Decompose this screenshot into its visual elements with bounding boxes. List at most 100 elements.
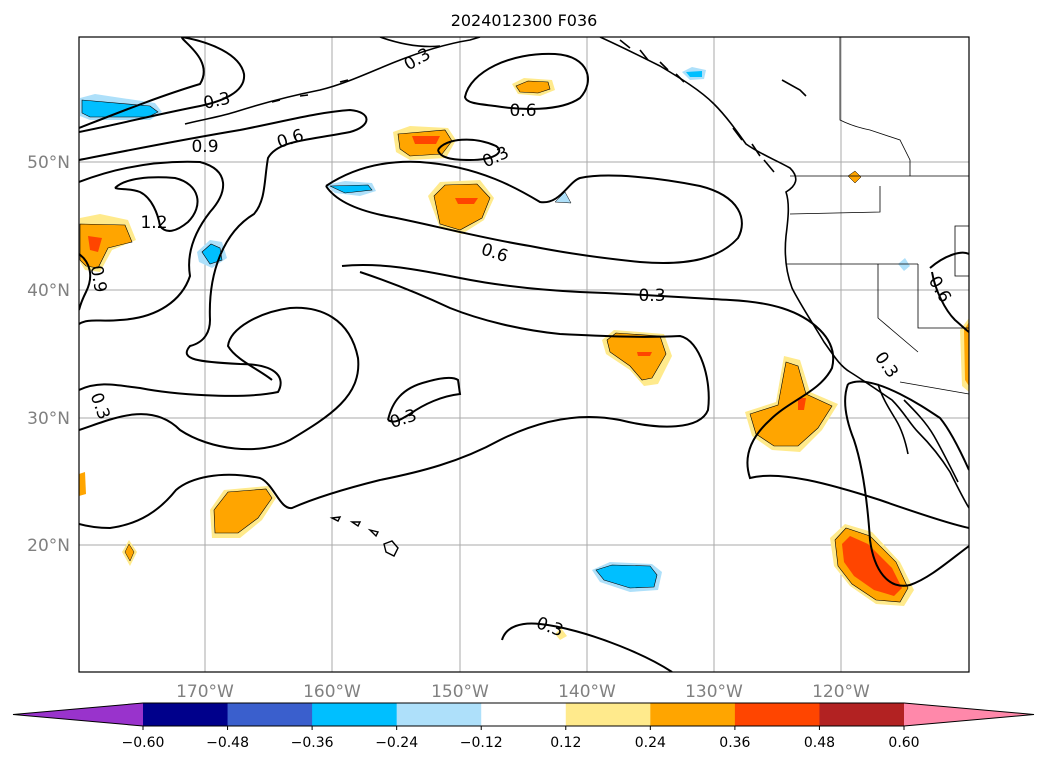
lon-label-140w: 140°W bbox=[558, 682, 616, 702]
lon-label-120w: 120°W bbox=[812, 682, 870, 702]
colorbar-segment bbox=[227, 703, 313, 726]
neg-anomaly-blob bbox=[595, 564, 658, 589]
contour-line bbox=[844, 383, 969, 587]
pos-anomaly-blob bbox=[433, 183, 491, 231]
figure-title: 2024012300 F036 bbox=[451, 11, 598, 30]
lat-label-20n: 20°N bbox=[27, 536, 70, 556]
contour-line bbox=[501, 622, 673, 672]
hawaii-islands bbox=[329, 516, 399, 557]
contour-line bbox=[463, 52, 589, 110]
pos-anomaly-blob bbox=[124, 543, 135, 562]
coastline-islands bbox=[781, 79, 807, 97]
colorbar-tick-label: −0.60 bbox=[122, 735, 165, 751]
colorbar-tick-label: −0.48 bbox=[206, 735, 249, 751]
border-bc bbox=[839, 37, 911, 176]
pos-anomaly-blob bbox=[79, 472, 86, 496]
lon-label-170w: 170°W bbox=[176, 682, 234, 702]
lat-label-50n: 50°N bbox=[27, 153, 70, 173]
contour-lines bbox=[79, 37, 969, 672]
colorbar-segment bbox=[396, 703, 482, 726]
island-maui bbox=[367, 528, 380, 538]
colorbar-tick-label: −0.36 bbox=[291, 735, 334, 751]
neg-anomaly-blob bbox=[686, 71, 702, 77]
pos-anomaly-blob bbox=[213, 488, 273, 534]
contour-label: 0.9 bbox=[191, 137, 218, 157]
pos-anomaly-blob bbox=[88, 236, 102, 252]
border-inland bbox=[954, 225, 969, 277]
contour-label: 0.6 bbox=[509, 101, 536, 121]
border-or-wa bbox=[789, 186, 881, 215]
contour-line bbox=[79, 108, 368, 397]
contour-line bbox=[79, 271, 710, 530]
coastline-north-america bbox=[599, 37, 969, 509]
contour-line bbox=[114, 176, 199, 232]
pos-anomaly-blob bbox=[964, 322, 969, 386]
colorbar-tick-label: −0.24 bbox=[375, 735, 418, 751]
pos-anomaly-blob bbox=[412, 136, 440, 144]
contour-line bbox=[79, 37, 246, 133]
coastline-islands bbox=[619, 39, 685, 83]
border-us-mexico bbox=[899, 381, 969, 395]
colorbar-extend-high bbox=[904, 703, 1034, 726]
lon-label-160w: 160°W bbox=[303, 682, 361, 702]
coastline-alaska bbox=[184, 37, 481, 125]
lat-label-40n: 40°N bbox=[27, 281, 70, 301]
contour-line bbox=[79, 253, 92, 311]
colorbar-tick-label: −0.12 bbox=[460, 735, 503, 751]
political-borders bbox=[786, 37, 969, 395]
pos-anomaly-blob bbox=[455, 198, 478, 204]
contour-label: 1.2 bbox=[140, 213, 167, 233]
contour-line bbox=[79, 306, 360, 451]
colorbar-tick-label: 0.24 bbox=[635, 735, 666, 751]
pos-anomaly-blob bbox=[606, 332, 667, 381]
colorbar-tick-label: 0.48 bbox=[804, 735, 835, 751]
colorbar-tick-label: 0.12 bbox=[550, 735, 581, 751]
coastline-mainland-mexico bbox=[903, 399, 959, 483]
plot-border bbox=[78, 36, 970, 673]
coastline-islands bbox=[732, 127, 775, 173]
plot-area bbox=[79, 37, 969, 672]
border-ca-nv bbox=[877, 264, 919, 353]
colorbar-segment bbox=[565, 703, 651, 726]
lat-label-30n: 30°N bbox=[27, 409, 70, 429]
colorbar-ticks: −0.60 −0.48 −0.36 −0.24 −0.12 0.12 0.24 0.36 0.4… bbox=[122, 726, 920, 751]
lon-labels: 170°W 160°W 150°W 140°W 130°W 120°W bbox=[176, 682, 870, 702]
pos-anomaly-blob bbox=[798, 398, 806, 410]
colorbar-extend-low bbox=[13, 703, 143, 726]
contour-line bbox=[387, 376, 462, 423]
neg-anomaly-blob bbox=[898, 258, 910, 271]
coastline-alaska bbox=[379, 37, 441, 48]
colorbar-segment bbox=[734, 703, 820, 726]
colorbar-segment bbox=[143, 703, 229, 726]
contour-line bbox=[929, 251, 969, 333]
island-kauai bbox=[329, 516, 342, 522]
neg-anomaly-blob bbox=[329, 184, 373, 194]
colorbar-segment bbox=[650, 703, 736, 726]
colorbar-tick-label: 0.36 bbox=[719, 735, 750, 751]
filled-anomalies bbox=[79, 67, 969, 640]
colorbar-segment bbox=[481, 703, 567, 726]
contour-label: 0.9 bbox=[86, 264, 110, 294]
pos-anomaly-blob bbox=[847, 170, 862, 184]
colorbar-segment bbox=[819, 703, 905, 726]
pos-anomaly-blob bbox=[842, 536, 902, 596]
lon-label-130w: 130°W bbox=[685, 682, 743, 702]
coastline-baja bbox=[877, 383, 909, 455]
neg-anomaly-blob bbox=[554, 191, 572, 204]
contour-line bbox=[79, 160, 225, 325]
colorbar-tick-label: 0.60 bbox=[888, 735, 919, 751]
colorbar-segment bbox=[312, 703, 398, 726]
pos-anomaly-blob bbox=[79, 223, 133, 269]
pos-anomaly-blob bbox=[515, 80, 551, 94]
lon-label-150w: 150°W bbox=[431, 682, 489, 702]
lat-labels: 50°N 40°N 30°N 20°N bbox=[27, 153, 70, 556]
contour-line bbox=[341, 263, 969, 529]
colorbar bbox=[12, 702, 1035, 727]
island-oahu bbox=[349, 521, 362, 528]
pos-anomaly-blob bbox=[555, 628, 567, 640]
contour-line bbox=[847, 380, 969, 471]
coastlines bbox=[184, 37, 969, 509]
border-nv-az bbox=[917, 264, 969, 329]
contour-line bbox=[437, 138, 501, 162]
